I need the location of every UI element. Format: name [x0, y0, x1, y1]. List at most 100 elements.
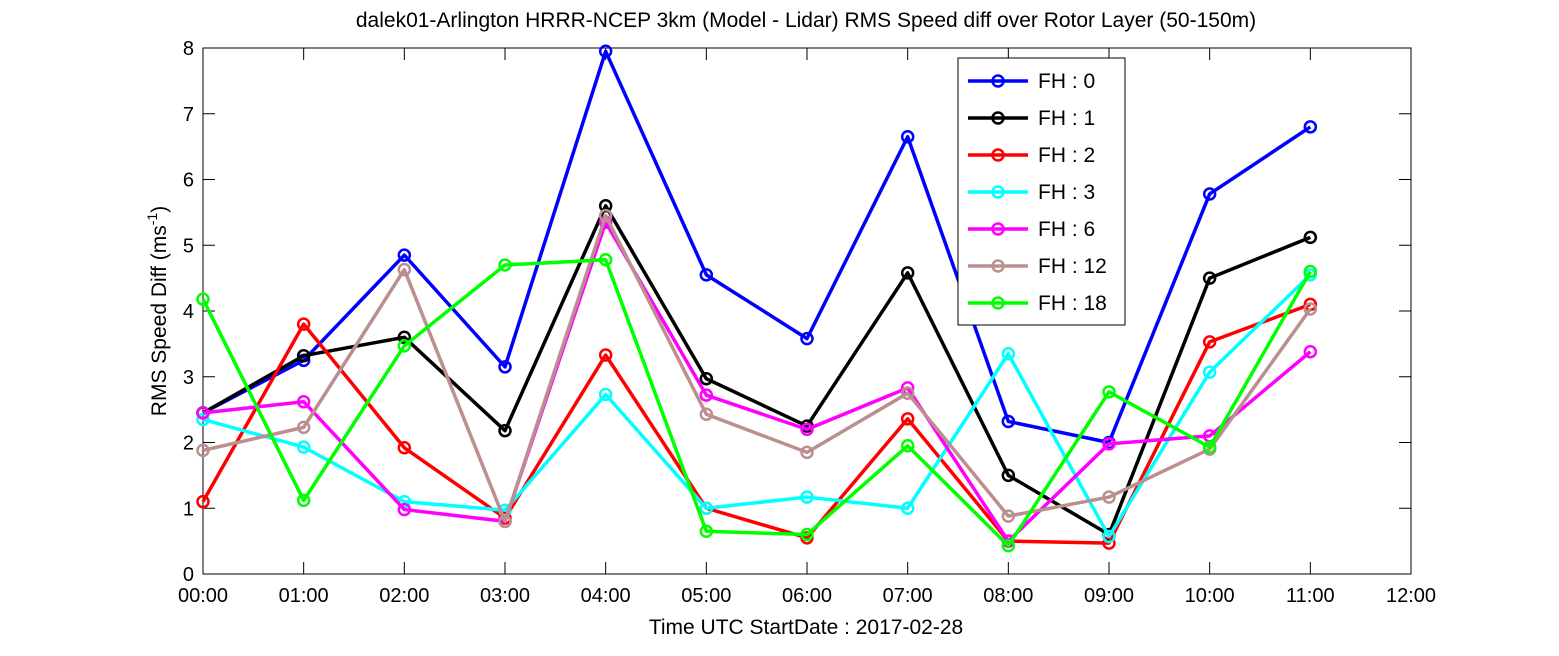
- data-point: [1202, 187, 1217, 201]
- y-axis-label: RMS Speed Diff (ms-1): [144, 206, 171, 416]
- data-point: [498, 258, 512, 272]
- x-tick-label: 12:00: [1386, 585, 1436, 607]
- legend-label: FH : 1: [1038, 107, 1095, 130]
- legend-label: FH : 0: [1038, 70, 1095, 93]
- data-point: [397, 248, 412, 262]
- data-point: [900, 266, 915, 280]
- x-tick-label: 05:00: [681, 585, 731, 607]
- data-point: [900, 501, 915, 515]
- y-tick-label: 6: [183, 170, 194, 192]
- data-point: [498, 360, 512, 374]
- data-point: [800, 422, 814, 437]
- y-axis-label-superscript: -1: [144, 213, 160, 226]
- y-tick-label: 0: [183, 564, 194, 586]
- data-point: [296, 420, 311, 435]
- data-point: [800, 527, 814, 542]
- data-point: [699, 371, 714, 386]
- data-point: [397, 330, 412, 345]
- legend-entry: FH : 12: [968, 255, 1107, 278]
- series-line: [202, 213, 1312, 524]
- data-point: [1001, 509, 1016, 523]
- x-tick-label: 07:00: [883, 585, 933, 607]
- data-point: [598, 348, 613, 362]
- x-tick-label: 03:00: [480, 585, 530, 607]
- x-tick-label: 01:00: [279, 585, 329, 607]
- legend-label: FH : 3: [1038, 181, 1095, 204]
- legend-entry: FH : 2: [968, 144, 1095, 167]
- data-point: [296, 493, 311, 508]
- y-tick-label: 7: [183, 104, 194, 126]
- data-point: [598, 387, 613, 402]
- data-point: [1202, 271, 1217, 285]
- data-point: [900, 386, 915, 400]
- data-point: [1102, 437, 1116, 451]
- data-point: [1001, 538, 1016, 553]
- x-tick-label: 04:00: [581, 585, 631, 607]
- data-point: [498, 423, 512, 438]
- legend-entry: FH : 1: [968, 107, 1095, 130]
- data-point: [598, 208, 613, 223]
- data-point: [296, 348, 311, 363]
- legend-label: FH : 2: [1038, 144, 1095, 167]
- data-point: [699, 407, 714, 421]
- series-line: [201, 257, 1312, 548]
- legend-entry: FH : 3: [968, 181, 1095, 204]
- data-point: [196, 443, 210, 458]
- legend: FH : 0 FH : 1 FH : 2 FH : 3 FH : 6 FH : 12 FH …: [957, 57, 1126, 326]
- x-tick-label: 11:00: [1286, 585, 1335, 607]
- data-point: [196, 292, 210, 306]
- legend-label: FH : 12: [1038, 255, 1107, 278]
- data-point: [196, 406, 210, 420]
- series-layer: [196, 44, 1318, 553]
- data-point: [296, 317, 311, 331]
- y-tick-label: 1: [183, 498, 194, 520]
- data-point: [598, 44, 613, 59]
- y-tick-label: 2: [183, 433, 194, 455]
- data-point: [1202, 440, 1217, 454]
- data-point: [699, 524, 714, 539]
- y-tick-label: 5: [183, 235, 194, 257]
- legend-swatch-marker: [991, 259, 1005, 273]
- legend-label: FH : 6: [1038, 218, 1095, 241]
- series-fh-18: [196, 252, 1318, 553]
- chart-title: dalek01-Arlington HRRR-NCEP 3km (Model -…: [356, 9, 1256, 32]
- x-tick-label: 09:00: [1084, 585, 1134, 607]
- data-point: [800, 490, 814, 504]
- y-axis-label-close: ): [148, 206, 171, 213]
- series-line: [202, 220, 1312, 543]
- data-point: [1303, 264, 1318, 279]
- data-point: [397, 502, 412, 517]
- data-point: [1102, 385, 1116, 399]
- data-point: [1102, 490, 1116, 504]
- data-point: [1303, 302, 1318, 316]
- legend-entry: FH : 0: [968, 70, 1095, 93]
- x-tick-label: 08:00: [983, 585, 1033, 607]
- x-tick-label: 10:00: [1185, 585, 1235, 607]
- y-tick-label: 3: [183, 367, 194, 389]
- data-point: [699, 268, 714, 282]
- data-point: [498, 514, 512, 529]
- x-axis-label: Time UTC StartDate : 2017-02-28: [649, 616, 963, 639]
- series-line: [202, 204, 1311, 537]
- data-point: [397, 262, 412, 277]
- data-point: [397, 339, 412, 353]
- legend-entry: FH : 18: [968, 292, 1107, 315]
- x-tick-label: 06:00: [782, 585, 832, 607]
- data-point: [900, 130, 915, 144]
- y-axis-label-main: RMS Speed Diff (ms: [148, 225, 171, 416]
- data-point: [1202, 365, 1217, 379]
- x-tick-label: 00:00: [178, 585, 228, 607]
- data-point: [296, 440, 311, 454]
- data-point: [800, 445, 814, 460]
- tick-labels: 00:00 01:00 02:00 03:00 04:00 05:00 06:00 07:00…: [178, 38, 1436, 607]
- legend-swatch-marker: [991, 148, 1005, 162]
- data-point: [196, 494, 210, 509]
- data-point: [1303, 230, 1318, 245]
- data-point: [699, 388, 714, 402]
- x-tick-label: 02:00: [379, 585, 429, 607]
- series-fh-12: [196, 208, 1318, 529]
- data-point: [699, 501, 714, 515]
- y-tick-label: 8: [183, 38, 194, 60]
- data-point: [296, 394, 311, 409]
